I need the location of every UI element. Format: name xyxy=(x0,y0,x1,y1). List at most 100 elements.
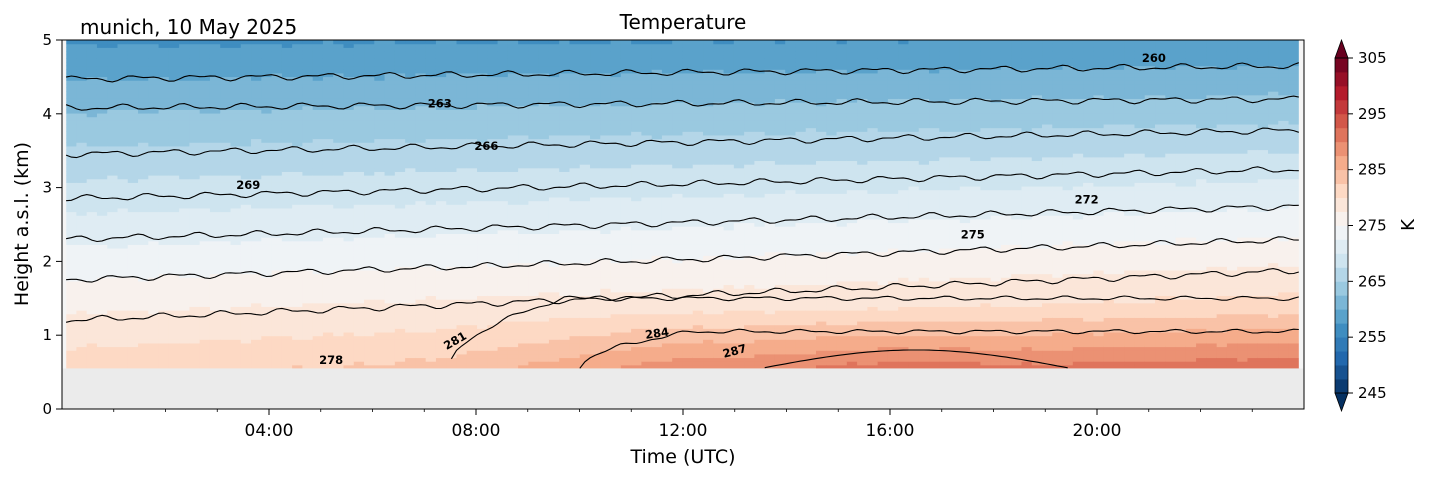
field-cell xyxy=(312,226,324,231)
field-cell xyxy=(96,339,108,344)
field-cell xyxy=(497,76,509,81)
field-cell xyxy=(631,222,642,227)
field-cell xyxy=(302,295,314,300)
field-cell xyxy=(384,277,396,282)
field-cell xyxy=(302,266,314,271)
field-cell xyxy=(312,284,324,289)
field-cell xyxy=(322,189,334,194)
field-cell xyxy=(117,291,129,297)
field-cell xyxy=(117,346,129,351)
field-cell xyxy=(548,342,560,348)
field-cell xyxy=(302,346,314,351)
field-cell xyxy=(507,123,519,129)
field-cell xyxy=(292,353,303,359)
field-cell xyxy=(158,116,170,121)
field-cell xyxy=(374,269,386,275)
field-cell xyxy=(600,353,612,359)
field-cell xyxy=(548,258,560,264)
field-cell xyxy=(86,109,98,114)
field-cell xyxy=(66,240,78,245)
field-cell xyxy=(374,320,386,326)
field-cell xyxy=(446,306,458,311)
field-cell xyxy=(548,193,560,198)
field-cell xyxy=(610,255,622,260)
field-cell xyxy=(435,134,447,140)
field-cell xyxy=(66,171,78,176)
field-cell xyxy=(117,120,129,125)
field-cell xyxy=(538,58,550,63)
field-cell xyxy=(497,306,509,311)
field-cell xyxy=(384,160,396,165)
field-cell xyxy=(138,346,149,351)
field-cell xyxy=(353,156,365,162)
field-cell xyxy=(415,72,427,78)
field-cell xyxy=(600,291,612,297)
field-cell xyxy=(364,273,375,278)
field-cell xyxy=(477,138,488,143)
field-cell xyxy=(96,226,108,231)
field-cell xyxy=(168,116,180,121)
field-cell xyxy=(435,61,447,67)
field-cell xyxy=(446,83,458,89)
field-cell xyxy=(538,299,550,304)
field-cell xyxy=(96,361,108,366)
field-cell xyxy=(353,247,365,253)
field-cell xyxy=(569,204,581,209)
field-cell xyxy=(456,178,468,183)
field-cell xyxy=(240,175,252,180)
field-cell xyxy=(631,218,642,224)
field-cell xyxy=(312,204,324,209)
field-cell xyxy=(230,123,242,129)
field-cell xyxy=(456,328,468,333)
field-cell xyxy=(158,218,170,224)
field-cell xyxy=(466,175,478,180)
field-cell xyxy=(374,83,386,89)
field-cell xyxy=(127,255,139,260)
field-cell xyxy=(548,160,560,165)
field-cell xyxy=(518,331,529,337)
field-cell xyxy=(507,320,519,326)
field-cell xyxy=(333,98,345,103)
field-cell xyxy=(466,145,478,151)
field-cell xyxy=(487,240,499,245)
field-cell xyxy=(86,364,98,370)
field-cell xyxy=(538,47,550,52)
field-cell xyxy=(199,193,211,198)
field-cell xyxy=(271,295,283,300)
field-cell xyxy=(66,207,78,213)
field-cell xyxy=(456,116,468,121)
field-cell xyxy=(528,123,540,129)
field-cell xyxy=(590,295,601,300)
field-cell xyxy=(117,83,129,89)
field-cell xyxy=(261,167,273,172)
field-cell xyxy=(590,357,601,362)
field-cell xyxy=(477,83,488,89)
field-cell xyxy=(158,164,170,169)
field-cell xyxy=(127,313,139,318)
field-cell xyxy=(168,138,180,143)
field-cell xyxy=(579,295,591,300)
field-cell xyxy=(189,266,201,271)
field-cell xyxy=(66,127,78,132)
field-cell xyxy=(518,342,529,348)
field-cell xyxy=(220,339,232,344)
field-cell xyxy=(435,153,447,158)
field-cell xyxy=(107,193,119,198)
field-cell xyxy=(353,357,365,362)
field-cell xyxy=(548,61,560,67)
field-cell xyxy=(435,284,447,289)
field-cell xyxy=(312,306,324,311)
field-cell xyxy=(559,207,571,213)
field-cell xyxy=(240,91,252,96)
field-cell xyxy=(271,328,283,333)
field-cell xyxy=(312,87,324,92)
field-cell xyxy=(569,240,581,245)
field-cell xyxy=(497,200,509,205)
field-cell xyxy=(322,123,334,129)
field-cell xyxy=(343,262,355,267)
field-cell xyxy=(240,109,252,114)
field-cell xyxy=(559,350,571,355)
field-cell xyxy=(579,222,591,227)
field-cell xyxy=(281,364,293,370)
field-cell xyxy=(374,200,386,205)
